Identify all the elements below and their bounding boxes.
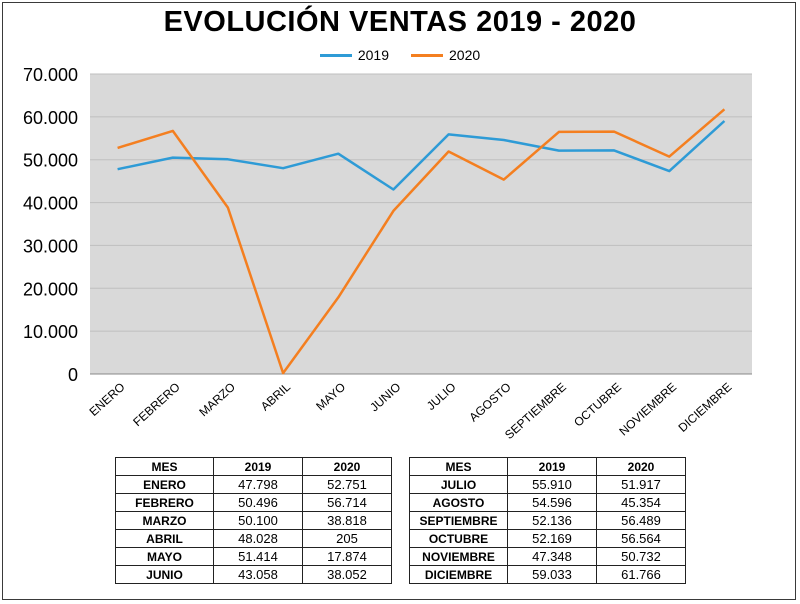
x-tick-label: ENERO	[86, 380, 127, 419]
table-header-2020: 2020	[302, 457, 392, 476]
table-cell-2020: 51.917	[596, 475, 686, 494]
table-cell-month: JUNIO	[115, 565, 214, 584]
table-header-mes: MES	[409, 457, 508, 476]
x-tick-label: OCTUBRE	[571, 380, 624, 430]
table-row: MARZO 50.100 38.818	[115, 511, 392, 530]
table-cell-2019: 52.169	[507, 529, 597, 548]
table-header-row: MES 2019 2020	[409, 457, 686, 476]
table-row: FEBRERO 50.496 56.714	[115, 493, 392, 512]
sales-table-left: MES 2019 2020 ENERO 47.798 52.751 FEBRER…	[115, 457, 392, 584]
table-cell-month: SEPTIEMBRE	[409, 511, 508, 530]
table-cell-month: JULIO	[409, 475, 508, 494]
table-cell-2020: 38.052	[302, 565, 392, 584]
legend-swatch-2020	[411, 53, 443, 57]
table-header-row: MES 2019 2020	[115, 457, 392, 476]
x-tick-label: FEBRERO	[130, 380, 182, 429]
table-cell-2020: 61.766	[596, 565, 686, 584]
table-row: JULIO 55.910 51.917	[409, 475, 686, 494]
table-cell-2020: 38.818	[302, 511, 392, 530]
y-tick-label: 50.000	[23, 151, 78, 171]
legend-label-2020: 2020	[449, 47, 481, 63]
x-tick-label: MAYO	[313, 380, 348, 413]
table-cell-2019: 52.136	[507, 511, 597, 530]
x-tick-label: DICIEMBRE	[675, 380, 734, 435]
table-cell-month: ENERO	[115, 475, 214, 494]
table-row: OCTUBRE 52.169 56.564	[409, 529, 686, 548]
legend-item-2019: 2019	[319, 47, 389, 63]
legend-swatch-2019	[319, 53, 352, 57]
table-cell-month: FEBRERO	[115, 493, 214, 512]
table-cell-month: DICIEMBRE	[409, 565, 508, 584]
table-cell-2019: 50.496	[213, 493, 303, 512]
table-cell-2020: 56.714	[302, 493, 392, 512]
table-header-2020: 2020	[596, 457, 686, 476]
table-cell-2020: 17.874	[302, 547, 392, 566]
table-header-2019: 2019	[507, 457, 597, 476]
legend-item-2020: 2020	[411, 47, 480, 63]
table-row: SEPTIEMBRE 52.136 56.489	[409, 511, 686, 530]
chart-title: EVOLUCIÓN VENTAS 2019 - 2020	[163, 6, 637, 38]
table-cell-month: ABRIL	[115, 529, 214, 548]
y-tick-label: 10.000	[23, 322, 78, 342]
table-header-mes: MES	[115, 457, 214, 476]
table-row: ENERO 47.798 52.751	[115, 475, 392, 494]
table-cell-month: AGOSTO	[409, 493, 508, 512]
table-row: DICIEMBRE 59.033 61.766	[409, 565, 686, 584]
table-cell-2020: 56.564	[596, 529, 686, 548]
table-cell-2019: 43.058	[213, 565, 303, 584]
x-tick-label: ABRIL	[258, 380, 293, 414]
table-row: ABRIL 48.028 205	[115, 529, 392, 548]
table-cell-2019: 47.798	[213, 475, 303, 494]
table-row: AGOSTO 54.596 45.354	[409, 493, 686, 512]
table-row: JUNIO 43.058 38.052	[115, 565, 392, 584]
table-cell-2020: 205	[302, 529, 392, 548]
table-cell-month: NOVIEMBRE	[409, 547, 508, 566]
table-cell-2019: 50.100	[213, 511, 303, 530]
table-cell-2020: 45.354	[596, 493, 686, 512]
table-cell-2019: 47.348	[507, 547, 597, 566]
y-tick-label: 40.000	[23, 194, 78, 214]
table-cell-month: MAYO	[115, 547, 214, 566]
y-tick-label: 60.000	[23, 108, 78, 128]
y-tick-label: 20.000	[23, 279, 78, 299]
table-cell-2020: 56.489	[596, 511, 686, 530]
legend-label-2019: 2019	[357, 47, 389, 63]
series-line-2019	[117, 120, 726, 191]
y-tick-label: 0	[68, 365, 78, 385]
y-tick-label: 30.000	[23, 236, 78, 256]
x-tick-label: JUNIO	[367, 380, 403, 414]
plot-area	[90, 74, 752, 374]
table-row: MAYO 51.414 17.874	[115, 547, 392, 566]
table-cell-2019: 55.910	[507, 475, 597, 494]
table-cell-2019: 59.033	[507, 565, 597, 584]
table-cell-2020: 50.732	[596, 547, 686, 566]
table-cell-2019: 51.414	[213, 547, 303, 566]
x-tick-label: JULIO	[424, 380, 459, 413]
table-cell-month: OCTUBRE	[409, 529, 508, 548]
table-cell-month: MARZO	[115, 511, 214, 530]
table-cell-2019: 48.028	[213, 529, 303, 548]
chart-legend: 2019 2020	[0, 47, 800, 63]
x-tick-label: AGOSTO	[466, 380, 513, 425]
x-tick-label: NOVIEMBRE	[616, 380, 679, 439]
series-line-2020	[117, 108, 726, 375]
table-row: NOVIEMBRE 47.348 50.732	[409, 547, 686, 566]
sales-table-right: MES 2019 2020 JULIO 55.910 51.917 AGOSTO…	[409, 457, 686, 584]
y-tick-label: 70.000	[23, 65, 78, 85]
table-cell-2019: 54.596	[507, 493, 597, 512]
table-header-2019: 2019	[213, 457, 303, 476]
table-cell-2020: 52.751	[302, 475, 392, 494]
x-tick-label: MARZO	[196, 380, 238, 419]
